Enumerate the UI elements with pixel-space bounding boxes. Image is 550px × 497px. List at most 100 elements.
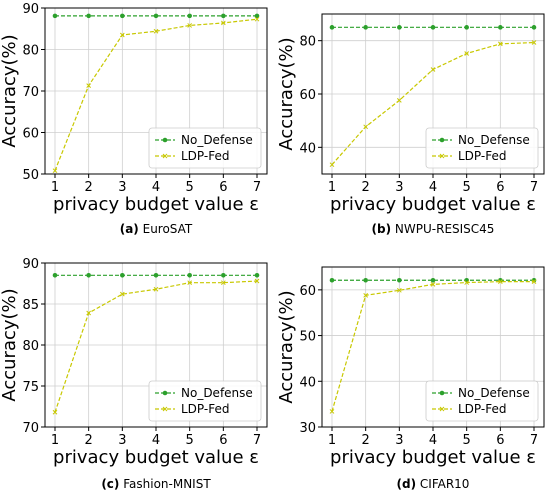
- chart-panel-4: 1 2 3 4 5 6 7 30 40 50 60 privacy budget value ε Acc…: [276, 266, 545, 491]
- x-tick-label: 7: [530, 433, 538, 448]
- data-point: [187, 273, 192, 278]
- legend-box: [425, 380, 539, 422]
- data-point: [396, 287, 402, 293]
- data-point: [187, 13, 192, 19]
- y-tick-label: 80: [22, 44, 39, 59]
- x-tick-label: 1: [328, 180, 336, 195]
- data-point: [329, 25, 335, 30]
- x-tick-label: 6: [219, 433, 227, 448]
- data-point: [52, 409, 58, 415]
- data-point: [153, 286, 159, 292]
- legend-marker: [439, 390, 445, 396]
- x-tick-label: 1: [51, 433, 59, 448]
- legend-box: [148, 127, 262, 169]
- subfigure-title: Fashion-MNIST: [119, 477, 211, 491]
- y-tick-label: 80: [22, 339, 39, 354]
- data-point: [220, 280, 226, 286]
- x-tick-label: 2: [85, 433, 93, 448]
- legend-label: No_Defense: [181, 386, 253, 400]
- y-tick-label: 75: [22, 380, 39, 395]
- y-tick-label: 50: [299, 330, 316, 345]
- x-tick-label: 5: [463, 433, 471, 448]
- data-point: [464, 280, 470, 285]
- y-tick-label: 30: [299, 421, 316, 436]
- data-point: [464, 51, 470, 56]
- legend: No_Defense LDP-Fed: [148, 127, 262, 169]
- x-axis-label: privacy budget value ε: [330, 447, 536, 468]
- y-tick-label: 40: [299, 375, 316, 390]
- subfigure-caption: (b) NWPU-RESISC45: [372, 222, 495, 236]
- x-tick-label: 4: [152, 433, 160, 448]
- y-axis-label: Accuracy(%): [0, 34, 20, 147]
- subfigure-letter: (d): [397, 477, 417, 491]
- y-axis-label: Accuracy(%): [276, 290, 297, 403]
- y-tick-label: 70: [22, 85, 39, 100]
- y-axis-label: Accuracy(%): [276, 37, 297, 150]
- x-tick-label: 3: [395, 433, 403, 448]
- chart-panel-2: 1 2 3 4 5 6 7 40 60 80 privacy budget value ε Accur…: [276, 13, 545, 236]
- data-point: [430, 277, 436, 283]
- data-point: [221, 273, 226, 278]
- data-point: [153, 28, 159, 34]
- data-point: [119, 291, 125, 297]
- data-point: [86, 310, 92, 316]
- chart-panel-3: 1 2 3 4 5 6 7 70 75 80 85 90 privacy budget value ε A…: [0, 257, 268, 491]
- x-tick-label: 2: [362, 180, 370, 195]
- y-tick-label: 90: [22, 2, 39, 17]
- data-point: [254, 13, 260, 19]
- x-tick-label: 3: [118, 180, 126, 195]
- subfigure-caption: (d) CIFAR10: [397, 477, 470, 491]
- x-tick-label: 2: [362, 433, 370, 448]
- subfigure-letter: (b): [372, 222, 392, 236]
- data-point: [187, 280, 193, 286]
- legend-marker: [162, 406, 168, 412]
- data-point: [221, 13, 226, 19]
- subfigure-letter: (c): [101, 477, 119, 491]
- data-point: [363, 277, 368, 283]
- data-point: [498, 25, 503, 30]
- data-point: [153, 273, 159, 278]
- data-point: [86, 13, 91, 19]
- data-point: [86, 83, 92, 88]
- x-tick-label: 4: [429, 180, 437, 195]
- y-tick-label: 40: [299, 141, 316, 156]
- data-point: [531, 279, 537, 284]
- data-point: [497, 279, 503, 284]
- x-tick-label: 3: [118, 433, 126, 448]
- y-axis-label: Accuracy(%): [0, 288, 20, 401]
- data-point: [396, 98, 402, 103]
- data-point: [329, 409, 335, 414]
- legend-label: No_Defense: [458, 386, 530, 400]
- x-tick-label: 4: [152, 180, 160, 195]
- data-point: [464, 25, 469, 30]
- data-point: [52, 273, 58, 278]
- data-point: [397, 25, 402, 30]
- legend-label: LDP-Fed: [458, 402, 506, 416]
- data-point: [531, 25, 537, 30]
- y-tick-label: 80: [299, 35, 316, 50]
- data-point: [254, 16, 260, 22]
- subfigure-title: EuroSAT: [139, 222, 193, 236]
- data-point: [430, 67, 436, 72]
- subfigure-caption: (a) EuroSAT: [120, 222, 193, 236]
- x-tick-label: 6: [496, 180, 504, 195]
- data-point: [187, 23, 193, 28]
- data-point: [254, 278, 260, 284]
- x-tick-label: 5: [463, 180, 471, 195]
- x-tick-label: 6: [496, 433, 504, 448]
- data-point: [531, 40, 537, 45]
- data-point: [397, 277, 402, 283]
- x-tick-label: 7: [253, 180, 261, 195]
- legend-marker: [162, 153, 168, 159]
- x-axis-label: privacy budget value ε: [53, 447, 259, 468]
- legend-marker: [439, 153, 445, 159]
- x-tick-label: 3: [395, 180, 403, 195]
- legend-box: [425, 127, 539, 169]
- x-tick-label: 4: [429, 433, 437, 448]
- data-point: [363, 292, 369, 298]
- legend: No_Defense LDP-Fed: [148, 380, 262, 422]
- x-axis-label: privacy budget value ε: [53, 194, 259, 215]
- x-tick-label: 2: [85, 180, 93, 195]
- legend: No_Defense LDP-Fed: [425, 380, 539, 422]
